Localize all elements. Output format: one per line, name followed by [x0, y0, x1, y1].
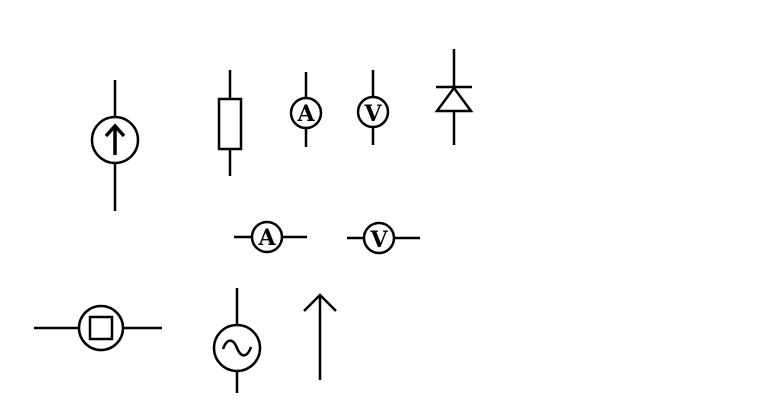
ac-source-wave — [221, 339, 253, 357]
arrow-head — [303, 293, 337, 312]
ammeter-vertical-label: A — [296, 101, 315, 127]
lamp-square — [88, 315, 114, 341]
resistor-body — [217, 97, 243, 151]
ammeter-vertical-symbol: A — [289, 72, 323, 147]
ac-source-symbol — [212, 288, 262, 393]
ammeter-horizontal-symbol: A — [234, 220, 307, 254]
diode-triangle — [434, 85, 474, 113]
current-source-symbol — [90, 80, 140, 211]
voltmeter-vertical-symbol: V — [356, 70, 390, 145]
lamp-source-symbol — [34, 304, 162, 352]
voltmeter-vertical-label: V — [363, 101, 382, 127]
voltmeter-horizontal-symbol: V — [347, 221, 420, 255]
current-source-arrow-head — [104, 123, 126, 138]
resistor-symbol — [217, 70, 243, 176]
lamp-circle — [77, 304, 125, 352]
ammeter-horizontal-label: A — [257, 225, 276, 251]
diode-symbol — [434, 49, 474, 145]
arrow-symbol — [303, 293, 337, 380]
voltmeter-horizontal-label: V — [369, 227, 388, 253]
